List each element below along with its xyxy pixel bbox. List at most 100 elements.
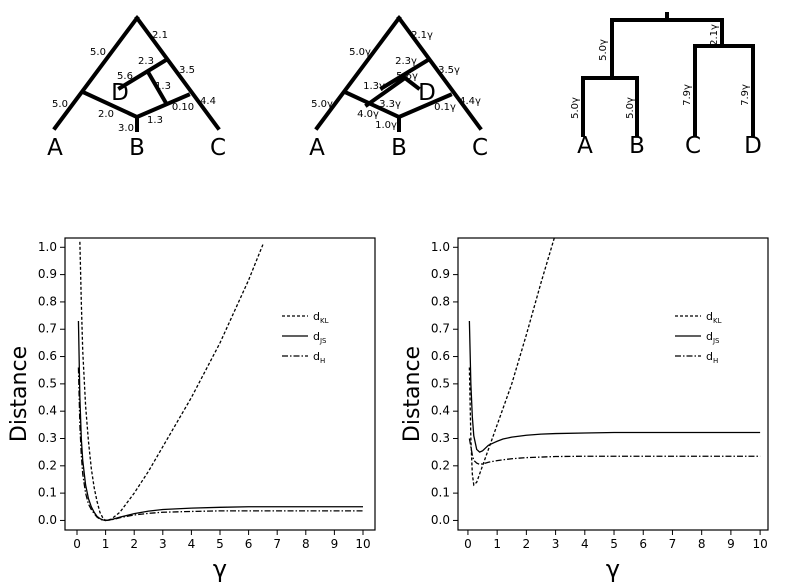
y-tick-label: 0.1 (38, 486, 57, 500)
edge-label: 1.3 (147, 115, 163, 126)
tree-1-edges (52, 15, 221, 132)
y-tick-label: 0.7 (431, 322, 450, 336)
x-tick-label: 9 (331, 537, 339, 551)
legend-label: dJS (313, 330, 327, 345)
edge-label: 1.3 (155, 81, 171, 92)
edge-label: 1.0γ (375, 120, 397, 131)
edge-label: 0.10 (172, 102, 194, 113)
edge-label: 4.4 (200, 96, 216, 107)
y-tick-label: 0.8 (431, 294, 450, 308)
leaf-label: D (744, 133, 762, 159)
tree-shapes (52, 12, 755, 137)
legend-label: dKL (313, 310, 329, 325)
edge-label: 5.0 (52, 99, 68, 110)
leaf-label: C (685, 133, 701, 159)
series-line (468, 238, 555, 487)
x-tick-label: 5 (216, 537, 224, 551)
y-tick-label: 0.2 (38, 458, 57, 472)
x-tick-label: 10 (355, 537, 370, 551)
x-tick-label: 3 (552, 537, 560, 551)
series-line (79, 241, 264, 522)
edge-label: 5.0γ (625, 97, 636, 119)
edge-label: 2.1γ (709, 24, 720, 46)
edge-label: 5.0γ (570, 97, 581, 119)
y-tick-label: 0.6 (38, 349, 57, 363)
x-tick-label: 9 (727, 537, 735, 551)
y-tick-label: 0.6 (431, 349, 450, 363)
edge-label: 2.0 (98, 109, 114, 120)
y-tick-label: 0.3 (38, 431, 57, 445)
y-tick-label: 0.0 (431, 513, 450, 527)
edge-label: 3.5 (179, 65, 195, 76)
x-tick-label: 5 (610, 537, 618, 551)
edge-label: 2.1 (152, 30, 168, 41)
y-tick-label: 0.2 (431, 458, 450, 472)
edge-label: 5.0γ (598, 39, 609, 61)
x-tick-label: 2 (523, 537, 531, 551)
x-tick-label: 4 (581, 537, 589, 551)
edge-label: 4.0γ (357, 109, 379, 120)
x-tick-label: 8 (698, 537, 706, 551)
leaf-label: B (129, 135, 145, 161)
chart: 0.0 0.1 0.2 0.3 0.4 0.5 0.6 0.7 0.8 0.9 1.0 0 1 2 3 4 5 6… (7, 237, 376, 583)
edge-label: 3.3γ (379, 99, 401, 110)
edge-label: 5.0γ (349, 47, 371, 58)
x-axis-label: γ (606, 555, 620, 583)
x-tick-label: 7 (669, 537, 677, 551)
edge-label: 2.3γ (395, 56, 417, 67)
edge-label: 7.9γ (682, 84, 693, 106)
y-tick-label: 0.1 (431, 486, 450, 500)
edge-label: 5.6γ (396, 71, 418, 82)
y-tick-label: 0.8 (38, 294, 57, 308)
y-tick-label: 0.5 (431, 376, 450, 390)
edge-label: 7.9γ (740, 84, 751, 106)
edge-label: 5.0γ (311, 99, 333, 110)
leaf-label: A (309, 135, 325, 161)
x-tick-label: 0 (464, 537, 472, 551)
x-tick-label: 6 (639, 537, 647, 551)
plot-frame (457, 237, 769, 531)
leaf-label: B (391, 135, 407, 161)
leaf-label: C (472, 135, 488, 161)
series-line (468, 438, 761, 466)
y-tick-label: 0.4 (38, 404, 57, 418)
x-tick-label: 0 (73, 537, 81, 551)
y-tick-label: 0.3 (431, 431, 450, 445)
y-tick-label: 1.0 (431, 240, 450, 254)
x-tick-label: 10 (752, 537, 767, 551)
y-tick-label: 1.0 (38, 240, 57, 254)
leaf-label: A (47, 135, 63, 161)
x-tick-label: 8 (302, 537, 310, 551)
y-axis-label: Distance (7, 346, 32, 442)
edge-label: 2.1γ (411, 30, 433, 41)
edge-label: 0.1γ (434, 102, 456, 113)
edge-label: 5.6 (117, 71, 133, 82)
leaf-label: D (418, 80, 436, 106)
edge-label: 5.0 (90, 47, 106, 58)
x-tick-label: 2 (130, 537, 138, 551)
edge-label: 2.3 (138, 56, 154, 67)
legend-label: dJS (706, 330, 720, 345)
plot-frame (64, 237, 376, 531)
x-tick-label: 6 (245, 537, 253, 551)
legend-label: dKL (706, 310, 722, 325)
x-tick-label: 7 (273, 537, 281, 551)
leaf-label: A (577, 133, 593, 159)
chart: 0.0 0.1 0.2 0.3 0.4 0.5 0.6 0.7 0.8 0.9 1.0 0 1 2 3 4 5 6… (400, 237, 769, 583)
edge-label: 1.3γ (363, 81, 385, 92)
y-tick-label: 0.0 (38, 513, 57, 527)
y-tick-label: 0.4 (431, 404, 450, 418)
y-tick-label: 0.5 (38, 376, 57, 390)
leaf-label: D (111, 80, 129, 106)
legend-label: dH (706, 350, 718, 365)
y-tick-label: 0.9 (431, 267, 450, 281)
x-tick-label: 3 (159, 537, 167, 551)
x-axis-label: γ (213, 555, 227, 583)
tree-3-edges (581, 12, 755, 137)
leaf-label: B (629, 133, 645, 159)
edge-label: 4.4γ (459, 96, 481, 107)
legend: dKL dJS dH (282, 310, 329, 365)
x-tick-label: 1 (102, 537, 110, 551)
x-tick-label: 4 (188, 537, 196, 551)
